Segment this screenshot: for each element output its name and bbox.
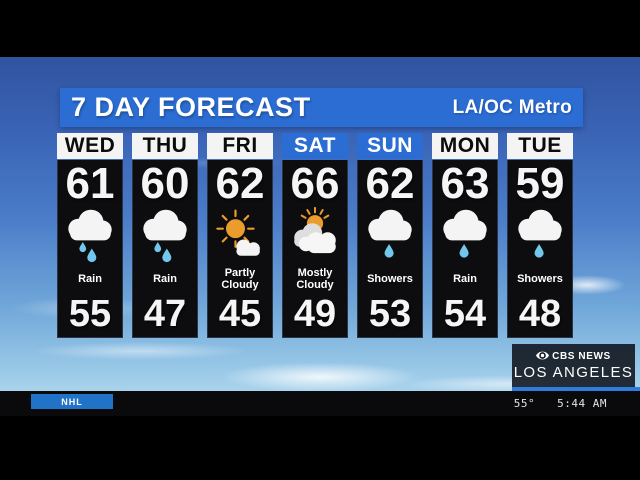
forecast-day-wed: WED 61 Rain 55: [57, 133, 123, 338]
low-temp: 49: [293, 293, 337, 335]
condition-label: Partly Cloudy: [221, 266, 259, 292]
ticker-league-badge: NHL: [31, 394, 113, 409]
high-temp: 61: [65, 159, 115, 208]
low-temp: 53: [368, 293, 412, 335]
forecast-day-tue: TUE 59 Showers 48: [507, 133, 573, 338]
market-name: LOS ANGELES: [513, 363, 634, 381]
high-temp: 63: [440, 159, 490, 208]
day-label: MON: [432, 133, 498, 159]
clock: 5:44 AM: [557, 397, 607, 410]
low-temp: 55: [68, 293, 112, 335]
day-label: FRI: [207, 133, 273, 159]
low-temp: 54: [443, 293, 487, 335]
day-label: TUE: [507, 133, 573, 159]
rain-2-icon: [61, 206, 119, 264]
sports-ticker: NHL 55° 5:44 AM: [0, 391, 640, 416]
cbs-eye-icon: [536, 351, 550, 363]
high-temp: 66: [290, 159, 340, 208]
low-temp: 47: [143, 293, 187, 335]
cloud-wisp: [220, 362, 420, 392]
rain-1-icon: [436, 206, 494, 264]
day-label: SAT: [282, 133, 348, 159]
forecast-day-thu: THU 60 Rain 47: [132, 133, 198, 338]
low-temp: 45: [218, 293, 262, 335]
low-temp: 48: [518, 293, 562, 335]
station-bug-underline: [512, 387, 640, 391]
condition-label: Rain: [78, 272, 102, 285]
high-temp: 62: [365, 159, 415, 208]
rain-2-icon: [136, 206, 194, 264]
letterbox-bottom: [0, 416, 640, 480]
station-bug: CBS NEWS LOS ANGELES: [512, 344, 635, 387]
network-name: CBS NEWS: [552, 351, 611, 362]
mostly-cloudy-icon: [286, 206, 344, 264]
condition-label: Showers: [367, 272, 413, 285]
condition-label: Mostly Cloudy: [296, 266, 334, 292]
region-label: LA/OC Metro: [452, 96, 572, 118]
page-title: 7 DAY FORECAST: [71, 92, 311, 122]
day-label: SUN: [357, 133, 423, 159]
forecast-day-sat: SAT 66 Mostly Cloudy 49: [282, 133, 348, 338]
letterbox-top: [0, 0, 640, 57]
condition-label: Showers: [517, 272, 563, 285]
forecast-title-bar: 7 DAY FORECAST LA/OC Metro: [60, 88, 583, 127]
rain-1-icon: [511, 206, 569, 264]
high-temp: 62: [215, 159, 265, 208]
forecast-day-fri: FRI 62 Partly Cloudy 45: [207, 133, 273, 338]
high-temp: 60: [140, 159, 190, 208]
current-temp: 55°: [513, 397, 536, 410]
condition-label: Rain: [153, 272, 177, 285]
cloud-wisp: [30, 342, 250, 360]
high-temp: 59: [515, 159, 565, 208]
condition-label: Rain: [453, 272, 477, 285]
forecast-day-mon: MON 63 Rain 54: [432, 133, 498, 338]
day-label: WED: [57, 133, 123, 159]
day-label: THU: [132, 133, 198, 159]
rain-1-icon: [361, 206, 419, 264]
forecast-day-sun: SUN 62 Showers 53: [357, 133, 423, 338]
partly-cloudy-icon: [211, 206, 269, 264]
forecast-columns: WED 61 Rain 55 THU 60 Rain 47 FRI 62 Par…: [57, 133, 573, 338]
